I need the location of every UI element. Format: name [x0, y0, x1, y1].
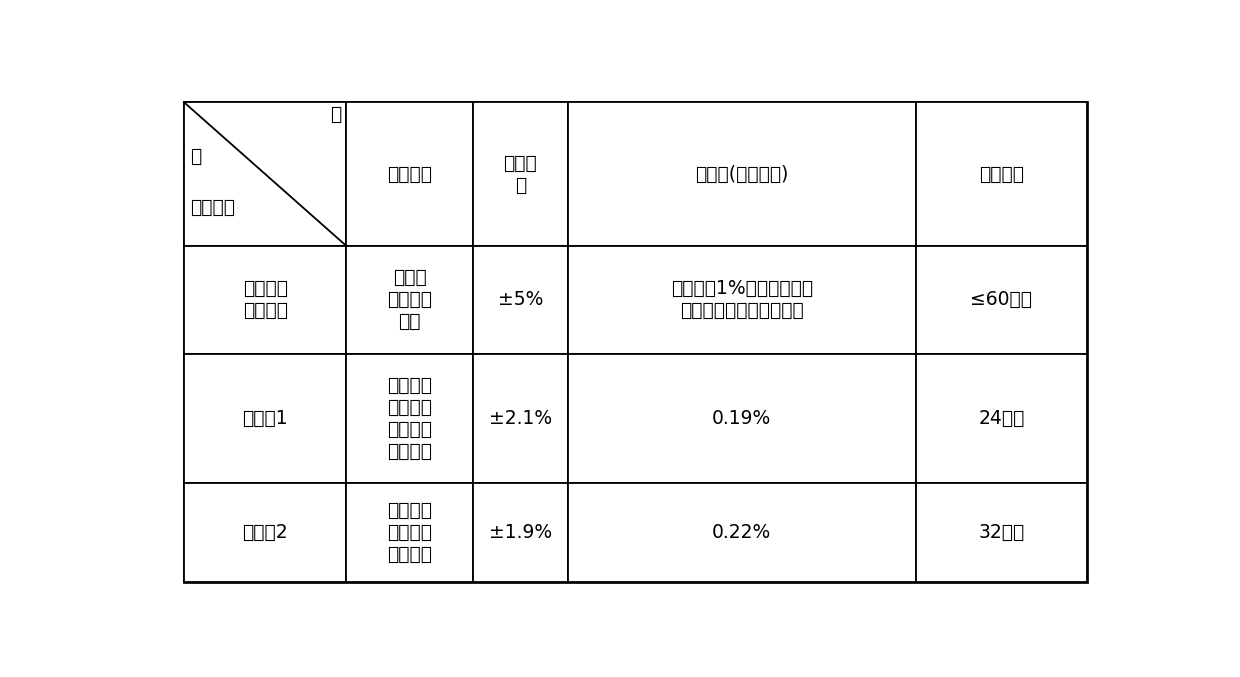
Text: 0.19%: 0.19%	[712, 409, 771, 428]
Text: 0.22%: 0.22%	[712, 523, 771, 542]
Bar	[915, 102, 1087, 246]
Text: 别: 别	[190, 148, 201, 167]
Text: ±2.1%: ±2.1%	[489, 409, 552, 428]
Text: 绿色至墨
绿色、完
整光洁、: 绿色至墨 绿色、完 整光洁、	[387, 501, 433, 564]
Bar	[184, 246, 346, 354]
Text: 组: 组	[330, 105, 342, 124]
Bar	[568, 483, 915, 582]
Text: 药典规定
（片剂）: 药典规定 （片剂）	[243, 280, 288, 320]
Bar	[915, 354, 1087, 483]
Text: 脆碎度(减失重量): 脆碎度(减失重量)	[694, 165, 789, 183]
Text: 崩解时限: 崩解时限	[978, 165, 1024, 183]
Bar	[346, 246, 472, 354]
Bar	[346, 354, 472, 483]
Text: 完整光
洁、色泽
均匀: 完整光 洁、色泽 均匀	[387, 268, 433, 332]
Bar	[184, 102, 346, 246]
Text: 实施例1: 实施例1	[242, 409, 288, 428]
Text: 实施例2: 实施例2	[242, 523, 288, 542]
Text: 32分钟: 32分钟	[978, 523, 1024, 542]
Text: ±5%: ±5%	[497, 290, 543, 309]
Bar	[568, 246, 915, 354]
Text: 不得超过1%（并不得检出
断裂、龟裂及粉碎的片）: 不得超过1%（并不得检出 断裂、龟裂及粉碎的片）	[671, 280, 812, 320]
Bar	[346, 102, 472, 246]
Bar	[472, 102, 568, 246]
Bar	[915, 483, 1087, 582]
Bar	[346, 483, 472, 582]
Text: 24分钟: 24分钟	[978, 409, 1024, 428]
Text: ≤60分钟: ≤60分钟	[971, 290, 1033, 309]
Text: 检测项目: 检测项目	[190, 198, 234, 217]
Bar	[568, 102, 915, 246]
Text: 绿色至墨
绿色、完
整光洁、
色泽均匀: 绿色至墨 绿色、完 整光洁、 色泽均匀	[387, 376, 433, 461]
Bar	[472, 354, 568, 483]
Bar	[472, 483, 568, 582]
Text: 外观性状: 外观性状	[387, 165, 433, 183]
Bar	[184, 354, 346, 483]
Bar	[472, 246, 568, 354]
Bar	[184, 483, 346, 582]
Text: 重量差
异: 重量差 异	[503, 154, 537, 194]
Bar	[568, 354, 915, 483]
Bar	[915, 246, 1087, 354]
Text: ±1.9%: ±1.9%	[489, 523, 552, 542]
